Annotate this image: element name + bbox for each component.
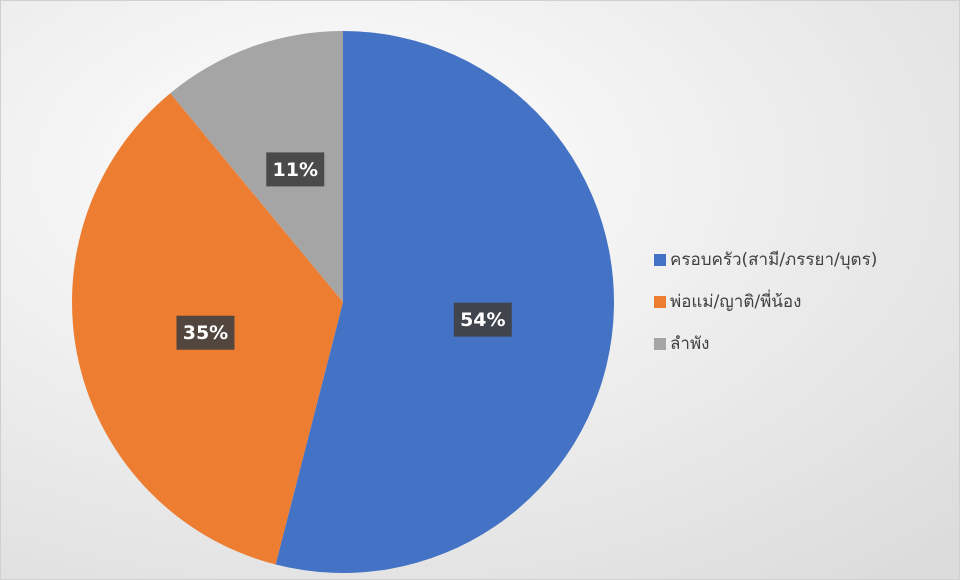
legend-label: ลำพัง [670, 334, 709, 354]
legend-label: ครอบครัว(สามี/ภรรยา/บุตร) [670, 250, 877, 270]
legend-swatch [654, 296, 666, 308]
data-label-box [266, 152, 325, 187]
legend-swatch [654, 254, 666, 266]
legend-swatch [654, 338, 666, 350]
pie-slice [170, 31, 343, 302]
legend-label: พ่อแม่/ญาติ/พี่น้อง [670, 289, 801, 312]
data-label: 54% [460, 309, 505, 331]
data-label-box [176, 315, 235, 350]
pie-slice [275, 31, 614, 573]
data-label: 11% [273, 159, 318, 181]
data-label: 35% [183, 322, 228, 344]
data-label-box [453, 302, 512, 337]
